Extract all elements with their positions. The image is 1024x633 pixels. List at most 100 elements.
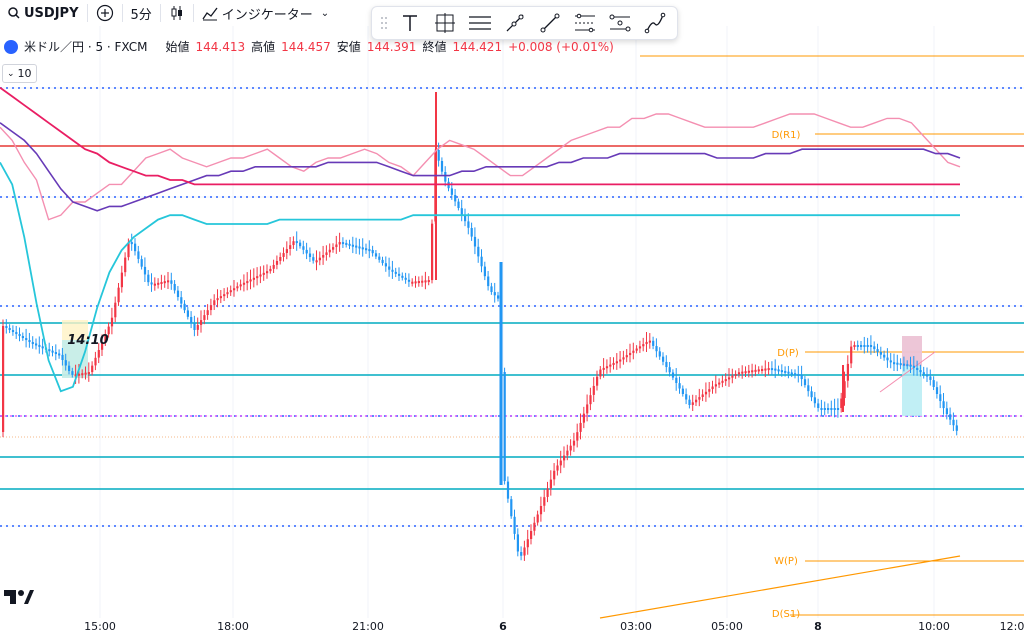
candle [817, 403, 820, 408]
candle [939, 394, 942, 402]
text-tool-icon[interactable] [392, 8, 427, 38]
candle [450, 188, 453, 195]
search-icon [8, 7, 20, 19]
candle [170, 280, 173, 284]
candle [38, 344, 41, 347]
tradingview-logo[interactable] [4, 588, 34, 610]
candle [747, 370, 750, 373]
candle [140, 259, 143, 267]
horizontal-lines-icon[interactable] [462, 8, 497, 38]
pivot-label: D(R1) [772, 130, 801, 141]
candle [368, 249, 371, 252]
candle [516, 534, 519, 552]
candle [952, 419, 955, 426]
candle [737, 372, 741, 375]
high-value: 144.457 [281, 39, 331, 54]
candle [384, 263, 387, 267]
indicators-collapse-button[interactable]: ⌄ 10 [2, 64, 37, 83]
candle [275, 261, 279, 265]
symbol-search[interactable]: USDJPY [0, 0, 87, 26]
path-tool-icon[interactable] [637, 8, 672, 38]
candle [216, 298, 219, 301]
candle [365, 248, 368, 251]
candle [54, 352, 57, 355]
candle [533, 522, 536, 531]
candle [2, 325, 5, 432]
ray-tool-icon[interactable] [497, 8, 532, 38]
interval-label: 5分 [130, 7, 152, 23]
drag-handle-icon[interactable] [376, 8, 392, 38]
candle [658, 351, 661, 357]
interval-button[interactable]: 5分 [123, 0, 160, 26]
candle [916, 367, 919, 371]
candle [615, 361, 618, 364]
candle [282, 253, 285, 257]
trendline-tool-icon[interactable] [532, 8, 567, 38]
candle [233, 288, 236, 291]
candle [477, 246, 480, 257]
candle [807, 385, 810, 392]
candle [635, 348, 638, 351]
compare-button[interactable] [88, 0, 122, 26]
candle [127, 242, 130, 258]
candle [569, 445, 572, 451]
candle [74, 374, 77, 377]
candle [830, 408, 833, 410]
candle [440, 161, 444, 172]
time-tick-label: 12:0 [999, 620, 1024, 633]
time-tick-label: 10:00 [918, 620, 950, 633]
legend-title: 米ドル／円 · 5 · FXCM [24, 40, 148, 54]
candle [909, 364, 912, 367]
candle [678, 383, 681, 389]
candle [721, 380, 724, 383]
candle [48, 349, 51, 352]
candle [645, 341, 648, 345]
candle [642, 344, 645, 347]
fib-tool-icon[interactable] [567, 8, 602, 38]
candle [932, 380, 935, 387]
candle [355, 245, 358, 248]
indicators-button[interactable]: インジケーター ⌄ [194, 0, 337, 26]
divider [86, 4, 88, 22]
candle [513, 516, 516, 534]
candle [180, 297, 183, 304]
candle [190, 317, 193, 324]
candle [134, 243, 137, 252]
candle [424, 280, 427, 283]
candle [279, 257, 282, 261]
pivot-label: W(P) [774, 556, 798, 567]
candlestick-icon [171, 6, 182, 20]
candle [698, 397, 701, 400]
candle [860, 345, 863, 347]
candle [780, 370, 783, 373]
candle [549, 479, 552, 489]
candle [774, 368, 777, 371]
measure-tool-icon[interactable] [427, 8, 462, 38]
candle [460, 208, 463, 215]
candle [711, 386, 714, 390]
candle [15, 332, 18, 335]
candle [68, 365, 71, 371]
time-tick-label: 21:00 [352, 620, 384, 633]
candle [269, 268, 272, 272]
candle [404, 277, 407, 280]
candle [625, 355, 628, 358]
candle [223, 294, 226, 297]
chart-type-button[interactable] [161, 0, 193, 26]
candle [467, 221, 470, 228]
candle [464, 214, 467, 222]
close-value: 144.421 [452, 39, 503, 54]
candle [671, 372, 675, 378]
candle [856, 345, 859, 347]
candle [454, 195, 457, 202]
candle [394, 271, 397, 274]
candle [150, 282, 153, 285]
candle [728, 377, 731, 380]
candle [912, 365, 915, 368]
candle [94, 357, 97, 366]
candle [120, 272, 123, 288]
candle [457, 201, 460, 208]
candle [229, 290, 232, 293]
parallel-channel-icon[interactable] [602, 8, 637, 38]
